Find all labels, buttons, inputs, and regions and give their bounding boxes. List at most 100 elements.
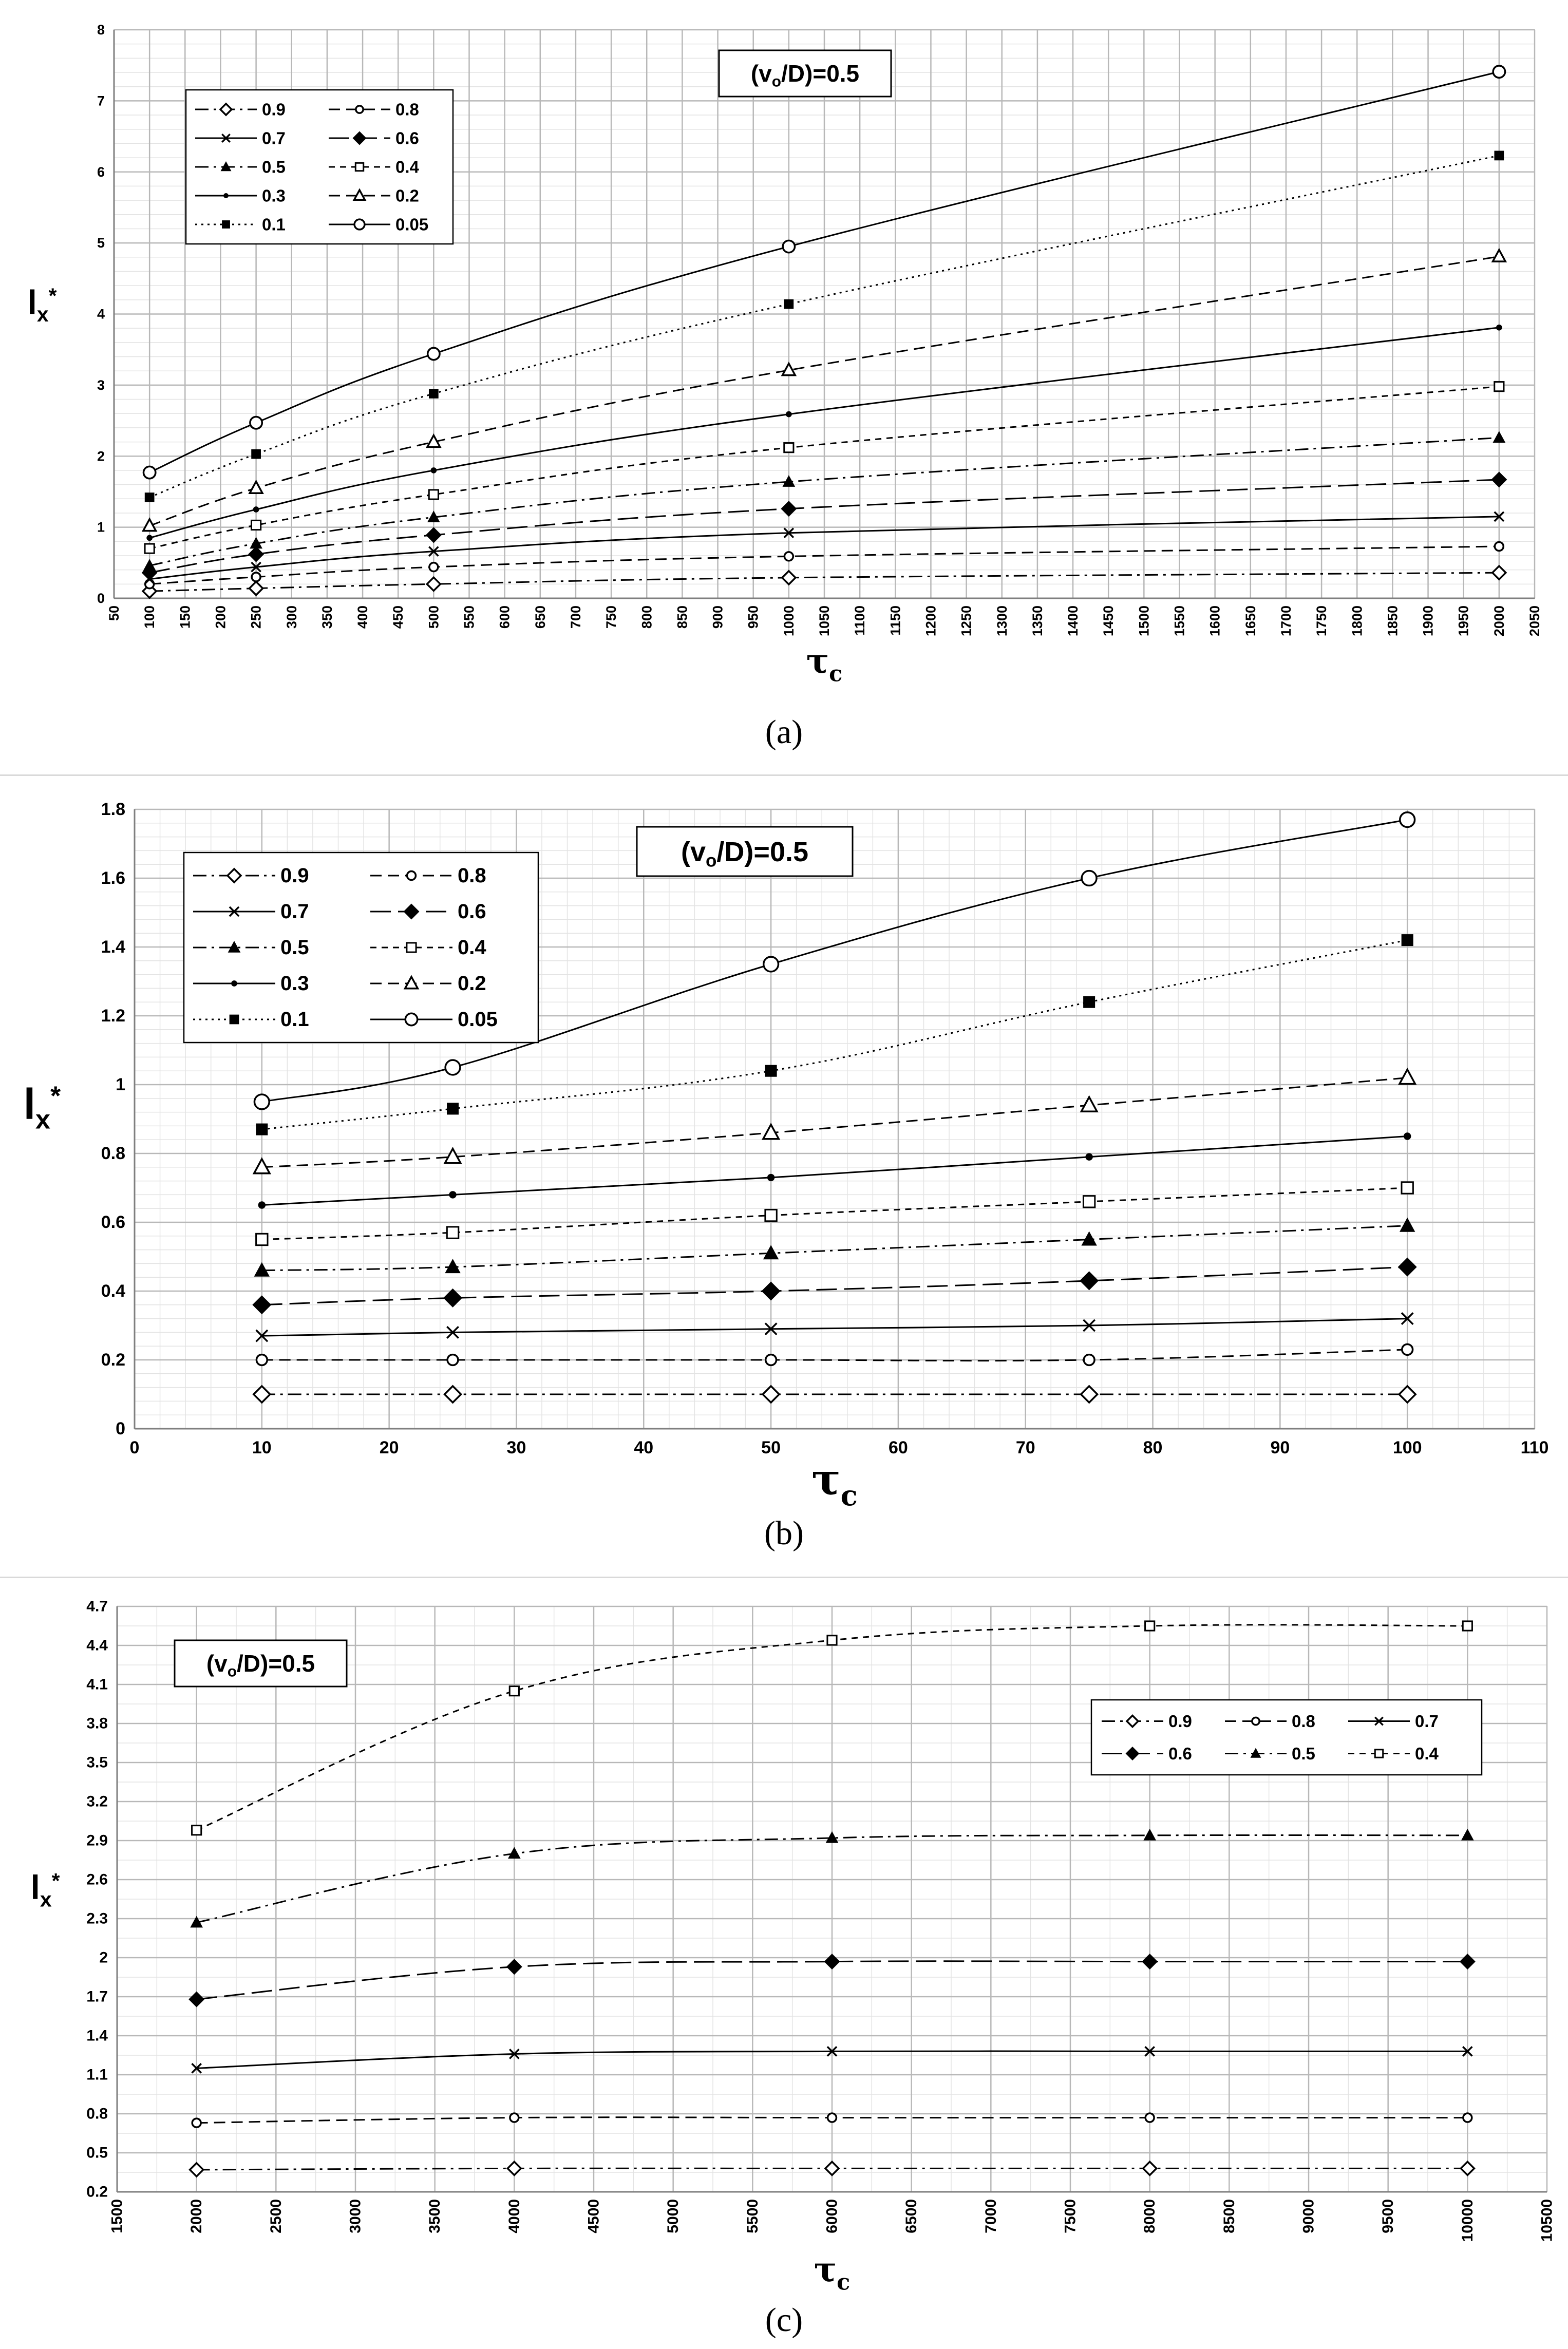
legend-item: 0.7 <box>195 129 286 148</box>
legend-marker <box>352 188 367 201</box>
y-tick-label: 8 <box>97 22 105 37</box>
data-point <box>1399 811 1416 828</box>
y-tick-label: 3 <box>97 377 105 393</box>
data-point <box>191 2117 202 2128</box>
x-tick-label: 500 <box>426 605 441 629</box>
x-tick-label: 5000 <box>665 2199 682 2233</box>
data-point <box>1080 1095 1099 1112</box>
data-point <box>509 2112 520 2123</box>
data-point <box>1080 1385 1099 1404</box>
data-point <box>252 1157 271 1174</box>
legend-label: 0.2 <box>395 186 419 205</box>
data-point <box>258 1201 266 1209</box>
x-tick-label: 1200 <box>923 605 938 636</box>
x-tick-label: 7000 <box>983 2199 999 2233</box>
y-tick-label: 4 <box>97 307 105 322</box>
legend-item: 0.5 <box>193 936 309 959</box>
legend-label: 0.4 <box>458 936 486 959</box>
x-tick-label: 2000 <box>188 2199 205 2233</box>
legend-label: 0.9 <box>280 864 309 887</box>
data-point <box>1494 511 1505 522</box>
x-tick-label: 1000 <box>781 605 797 636</box>
data-point <box>1081 869 1098 887</box>
series-0.2 <box>252 1067 1417 1174</box>
data-point <box>144 543 155 554</box>
series-line <box>261 1318 1408 1337</box>
x-tick-label: 1600 <box>1207 605 1223 636</box>
x-tick-label: 1400 <box>1065 605 1081 636</box>
x-tick-label: 6500 <box>903 2199 920 2233</box>
data-point <box>251 519 262 531</box>
legend-item: 0.3 <box>193 972 309 995</box>
series-0.8 <box>255 1343 1414 1367</box>
x-tick-label: 5500 <box>744 2199 761 2233</box>
data-point <box>783 527 795 539</box>
x-tick-label: 60 <box>889 1438 908 1457</box>
series-0.7 <box>255 1312 1414 1342</box>
x-tick-label: 3000 <box>347 2199 364 2233</box>
x-tick-label: 1500 <box>1136 605 1151 636</box>
data-point <box>188 1991 205 2007</box>
legend-label: 0.6 <box>458 900 486 923</box>
legend-marker <box>355 105 364 114</box>
legend-marker <box>354 162 365 172</box>
x-tick-label: 450 <box>390 605 406 629</box>
x-tick-label: 7500 <box>1062 2199 1079 2233</box>
data-point <box>425 576 442 592</box>
series-line <box>261 1187 1408 1240</box>
data-point <box>443 1288 463 1308</box>
x-tick-label: 9000 <box>1300 2199 1317 2233</box>
y-tick-label: 2 <box>99 1949 108 1966</box>
data-point <box>1142 2160 1158 2176</box>
series-line <box>261 1135 1408 1206</box>
data-point <box>141 517 158 532</box>
y-tick-label: 1 <box>97 520 105 535</box>
data-point <box>425 527 442 543</box>
data-point <box>1399 1217 1415 1232</box>
series-line <box>261 819 1408 1103</box>
series-0.5 <box>143 431 1506 571</box>
annotation-text: (vo/D)=0.5 <box>206 1650 315 1680</box>
x-tick-label: 4500 <box>585 2199 602 2233</box>
y-tick-label: 0.8 <box>101 1144 125 1163</box>
legend-label: 0.3 <box>280 972 309 995</box>
legend-label: 0.7 <box>280 900 309 923</box>
legend-item: 0.4 <box>370 936 486 959</box>
data-point <box>428 546 439 557</box>
data-point <box>1083 1319 1096 1332</box>
y-tick-label: 4.7 <box>86 1598 108 1615</box>
data-point <box>1080 1271 1099 1291</box>
chart-panel-a: 50 100 150 200 250 300 350 400 450 500 550 600 650 70… <box>0 0 1568 688</box>
data-point <box>1143 1828 1157 1841</box>
legend-box <box>1090 1699 1483 1776</box>
legend-label: 0.5 <box>262 158 286 177</box>
data-point <box>1493 431 1506 443</box>
data-point <box>445 1259 461 1274</box>
series-0.4 <box>191 1620 1473 1836</box>
x-tick-label: 10000 <box>1459 2199 1476 2242</box>
series-0.5 <box>190 1828 1474 1928</box>
legend-marker <box>403 975 420 990</box>
series-line <box>196 1624 1468 1831</box>
x-tick-label: 3500 <box>426 2199 443 2233</box>
legend-box <box>183 851 539 1044</box>
series-0.3 <box>146 324 1502 541</box>
x-tick-label: 650 <box>533 605 548 629</box>
data-point <box>1462 2046 1473 2057</box>
data-point <box>443 1385 463 1404</box>
data-point <box>249 415 263 430</box>
series-0.6 <box>252 1257 1417 1315</box>
y-tick-label: 4.4 <box>86 1637 108 1654</box>
x-tick-label: 0 <box>130 1438 140 1457</box>
legend-item: 0.1 <box>193 1008 309 1031</box>
y-tick-label: 2 <box>97 448 105 464</box>
x-tick-label: 1900 <box>1421 605 1436 636</box>
data-point <box>1459 2160 1476 2176</box>
y-tick-label: 1.2 <box>101 1006 125 1026</box>
x-tick-label: 80 <box>1143 1438 1163 1457</box>
data-point <box>1403 1132 1411 1140</box>
data-point <box>188 2162 205 2178</box>
data-point <box>1401 934 1413 946</box>
series-line <box>196 1834 1468 1924</box>
x-axis-title: τc <box>814 2249 851 2296</box>
